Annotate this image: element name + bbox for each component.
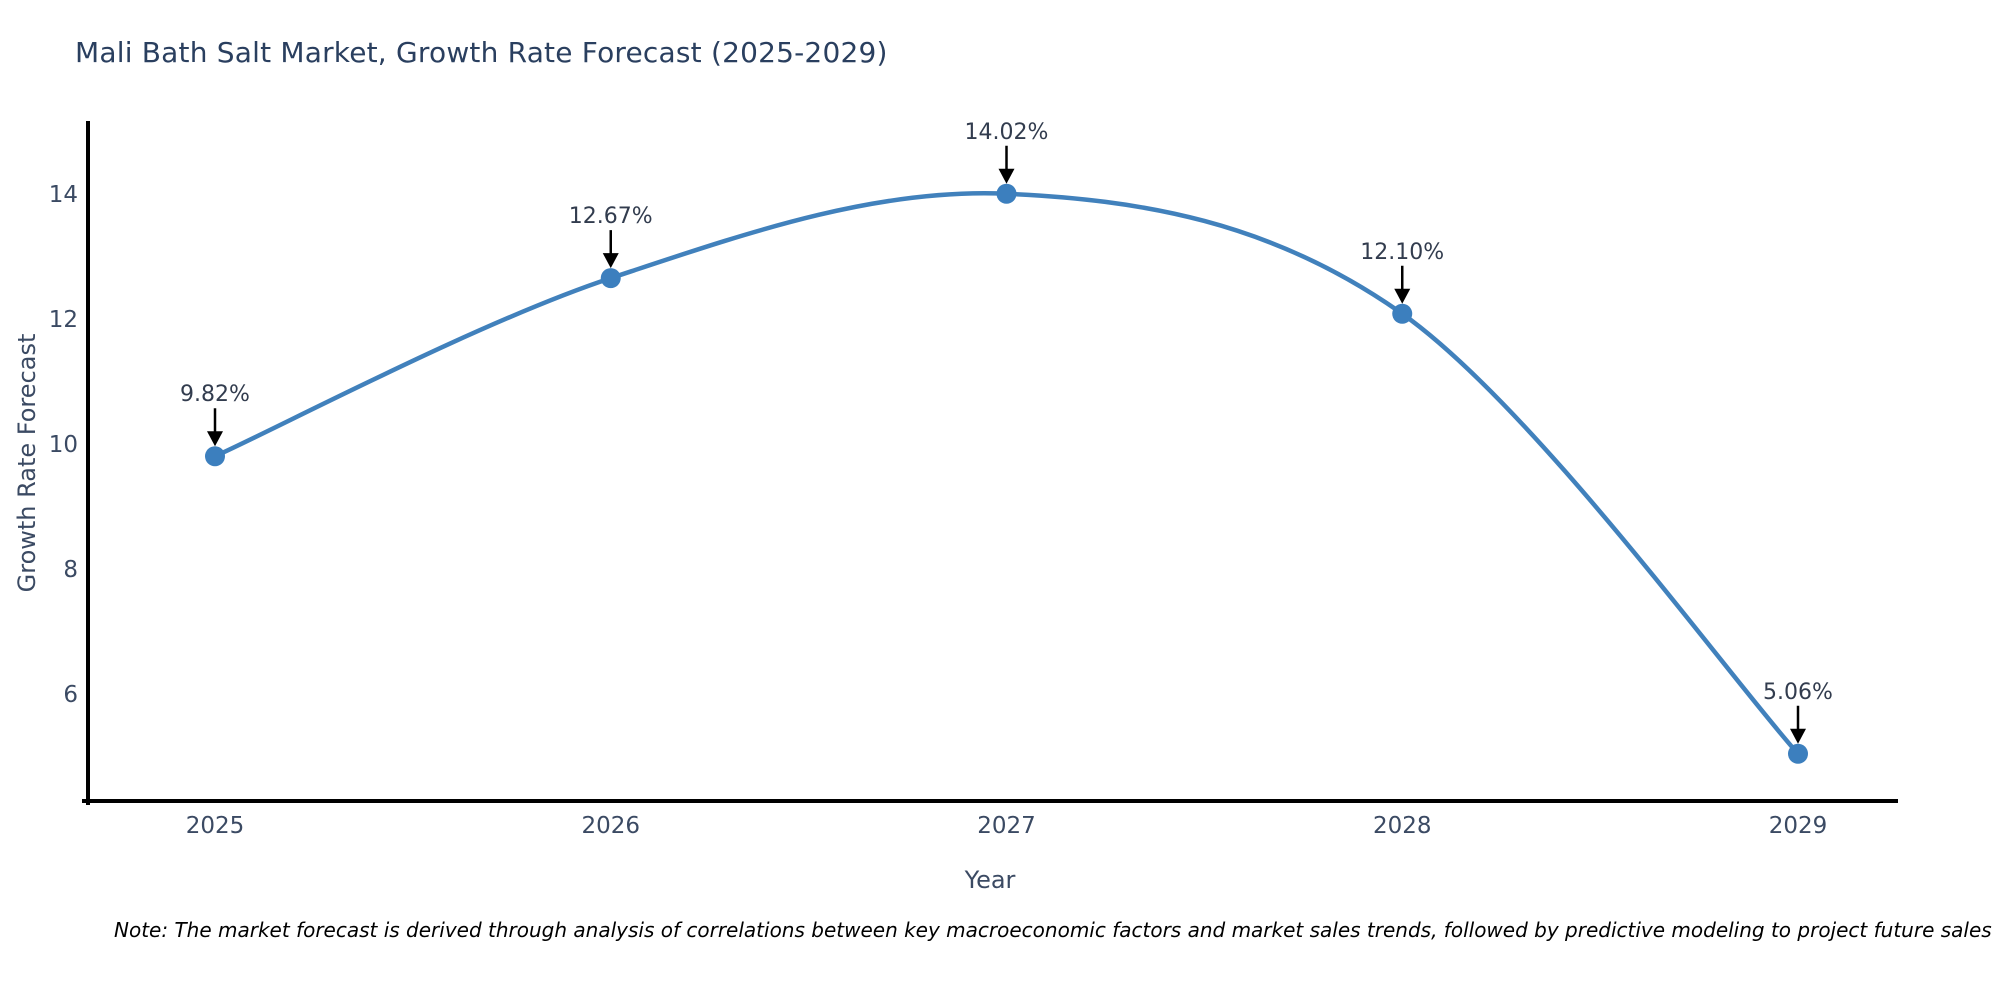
annotation-arrowhead bbox=[1394, 288, 1411, 304]
chart-title: Mali Bath Salt Market, Growth Rate Forec… bbox=[75, 36, 888, 69]
y-tick-label: 8 bbox=[63, 557, 78, 583]
annotation-arrowhead bbox=[998, 168, 1015, 184]
trend-line bbox=[214, 191, 1800, 756]
data-point-marker bbox=[1392, 303, 1413, 324]
y-tick-label: 14 bbox=[48, 182, 78, 208]
x-axis-title: Year bbox=[964, 866, 1016, 894]
data-point-marker bbox=[600, 268, 621, 289]
point-annotation: 12.67% bbox=[568, 204, 653, 230]
x-tick-label: 2025 bbox=[185, 813, 245, 839]
data-point-marker bbox=[996, 183, 1017, 204]
point-annotation: 12.10% bbox=[1360, 239, 1445, 265]
series-layer bbox=[205, 145, 1808, 764]
annotation-arrowhead bbox=[1790, 728, 1806, 744]
x-tick-label: 2027 bbox=[977, 813, 1036, 839]
data-point-marker bbox=[1788, 743, 1808, 764]
point-annotation: 9.82% bbox=[180, 382, 250, 408]
annotation-arrowhead bbox=[207, 431, 223, 447]
y-tick-label: 12 bbox=[48, 307, 78, 333]
x-tick-label: 2029 bbox=[1768, 813, 1828, 839]
x-tick-label: 2028 bbox=[1372, 813, 1432, 839]
y-tick-label: 10 bbox=[48, 432, 78, 458]
data-point-marker bbox=[205, 446, 225, 467]
point-annotation: 5.06% bbox=[1763, 679, 1833, 705]
footnote: Note: The market forecast is derived thr… bbox=[114, 918, 1992, 942]
point-annotation: 14.02% bbox=[964, 119, 1049, 145]
y-tick-label: 6 bbox=[63, 682, 78, 708]
x-tick-label: 2026 bbox=[581, 813, 641, 839]
annotation-arrowhead bbox=[602, 253, 619, 269]
